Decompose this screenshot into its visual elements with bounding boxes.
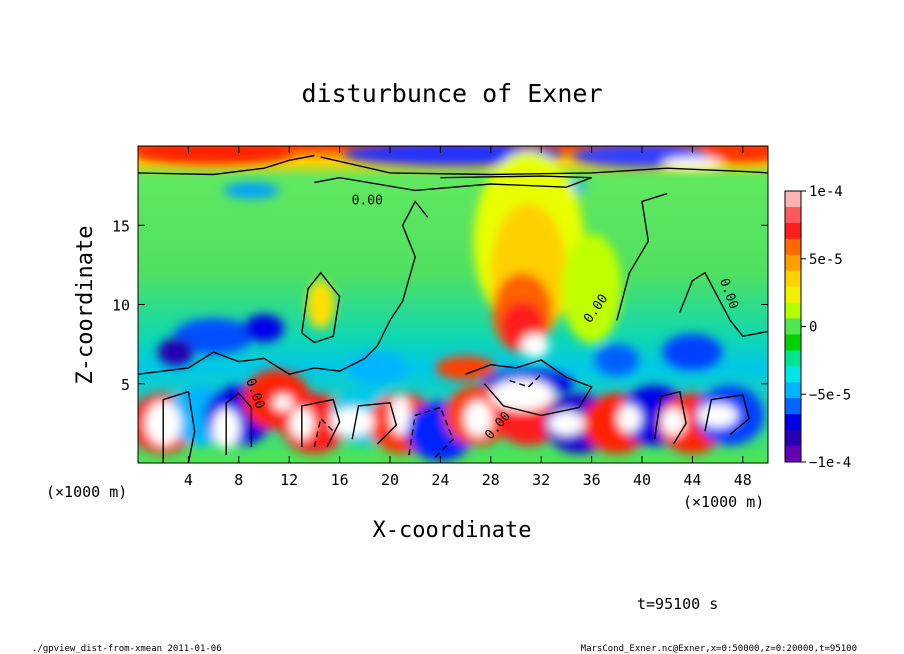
- x-tick-label: 4: [184, 471, 193, 489]
- field-region: [244, 314, 284, 343]
- contour-line: [465, 359, 593, 417]
- colorbar-segment: [785, 446, 801, 463]
- contour-line: [138, 200, 429, 375]
- colorbar-segment: [785, 382, 801, 399]
- field-region: [157, 338, 194, 367]
- contour-line: [351, 402, 398, 445]
- x-tick-label: 8: [234, 471, 243, 489]
- field-region: [347, 351, 408, 384]
- colorbar-segment: [785, 238, 801, 256]
- footer-left: ./gpview_dist-from-xmean 2011-01-06: [32, 644, 222, 654]
- colorbar-segment: [785, 430, 801, 447]
- time-label: t=95100 s: [637, 595, 718, 613]
- contour-line: [314, 175, 592, 192]
- field-region: [272, 394, 293, 411]
- x-tick-label: 12: [280, 471, 298, 489]
- colorbar-segment: [785, 191, 801, 208]
- field-region: [662, 334, 723, 371]
- x-tick-label: 20: [381, 471, 399, 489]
- y-axis-label: Z-coordinate: [73, 226, 98, 385]
- field-region: [306, 280, 335, 329]
- contour-line: [679, 271, 768, 337]
- colorbar-segment: [785, 302, 801, 320]
- x-unit-left: (×1000 m): [46, 483, 127, 501]
- field-region: [173, 318, 254, 355]
- x-tick-label: 32: [532, 471, 550, 489]
- contour-line: [301, 271, 341, 344]
- field-region: [661, 407, 686, 436]
- contour-line: [162, 390, 196, 463]
- field-region: [662, 157, 723, 170]
- colorbar-segment: [785, 286, 801, 304]
- x-tick-label: 16: [331, 471, 349, 489]
- colorbar-segment: [785, 350, 801, 367]
- field-region: [490, 378, 555, 411]
- y-tick-label: 5: [121, 376, 130, 394]
- contour-line: [704, 394, 750, 436]
- footer-right: MarsCond_Exner.nc@Exner,x=0:50000,z=0:20…: [581, 644, 857, 654]
- field-region: [594, 343, 639, 376]
- x-tick-label: 36: [583, 471, 601, 489]
- field-region: [223, 182, 280, 199]
- contour-line: [313, 417, 334, 448]
- x-tick-label: 48: [734, 471, 752, 489]
- colorbar-tick-label: 1e-4: [809, 184, 843, 200]
- x-tick-label: 24: [431, 471, 449, 489]
- field-region: [138, 146, 294, 165]
- colorbar-segment: [785, 318, 801, 335]
- colorbar-segment: [785, 270, 801, 288]
- contour-line: [225, 392, 253, 456]
- colorbar-segment: [785, 414, 801, 431]
- x-axis-label: X-coordinate: [373, 518, 532, 543]
- contour-line: [320, 156, 768, 176]
- colorbar-segment: [785, 366, 801, 383]
- colorbar-tick-label: −5e-5: [809, 387, 851, 403]
- field-region: [330, 407, 375, 436]
- field-region: [697, 403, 738, 428]
- field-region: [464, 400, 493, 437]
- field-region: [548, 411, 585, 436]
- x-tick-label: 28: [482, 471, 500, 489]
- colorbar-tick-label: 5e-5: [809, 252, 843, 268]
- contour-line: [509, 373, 542, 388]
- field-region: [561, 233, 622, 344]
- contour-line: [301, 398, 341, 448]
- field-region: [435, 355, 496, 380]
- colorbar-segment: [785, 334, 801, 351]
- colorbar-segment: [785, 222, 801, 240]
- field-region: [617, 404, 642, 433]
- field-region: [520, 333, 549, 358]
- colorbar-segment: [785, 254, 801, 272]
- plot-area: [138, 146, 768, 463]
- colorbar: [784, 190, 802, 463]
- y-tick-label: 15: [112, 217, 130, 235]
- colorbar-segment: [785, 206, 801, 224]
- field-region: [702, 146, 768, 163]
- x-tick-label: 44: [683, 471, 701, 489]
- contour-line: [616, 192, 668, 321]
- y-tick-label: 10: [112, 297, 130, 315]
- colorbar-tick-label: 0: [809, 320, 817, 336]
- colorbar-tick-label: −1e-4: [809, 455, 851, 471]
- chart-title: disturbunce of Exner: [301, 79, 602, 108]
- x-tick-label: 40: [633, 471, 651, 489]
- contour-line: [653, 390, 687, 445]
- colorbar-segment: [785, 398, 801, 415]
- contour-line: [138, 154, 315, 176]
- contour-label: 0.00: [352, 194, 383, 209]
- x-unit-right: (×1000 m): [683, 493, 764, 511]
